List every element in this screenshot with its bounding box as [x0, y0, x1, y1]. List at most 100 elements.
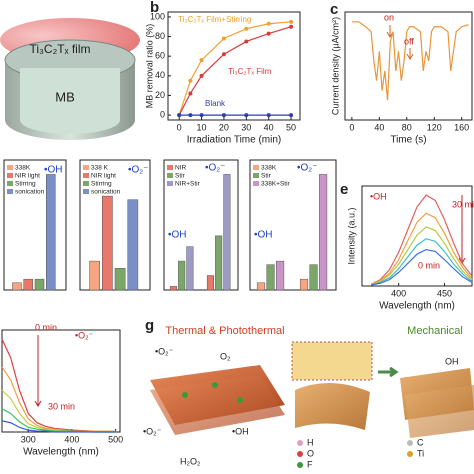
marker	[221, 36, 226, 41]
marker	[188, 113, 193, 118]
legend-swatch	[253, 165, 259, 170]
bar	[299, 278, 309, 291]
marker	[289, 113, 294, 118]
x-tick-label: 0	[349, 122, 354, 132]
x-tick-label: 0	[177, 122, 182, 132]
annotation: 30 min	[452, 199, 474, 209]
series-line	[370, 194, 473, 285]
g-title: Thermal & Photothermal	[165, 325, 284, 337]
series-label: Ti₃C₂Tₓ Film+Stirring	[178, 15, 251, 24]
series-line	[370, 226, 473, 286]
x-tick-label: 80	[402, 122, 412, 132]
legend-label: 338K	[261, 165, 277, 172]
bar	[266, 264, 275, 291]
series-line	[1, 420, 116, 433]
legend-label: Stir	[175, 173, 186, 180]
bar	[319, 174, 328, 291]
panel-letter: g	[145, 317, 154, 334]
x-tick-label: 120	[427, 122, 442, 132]
marker	[221, 113, 226, 118]
series-line	[1, 339, 116, 432]
legend-dot	[297, 451, 303, 457]
y-axis-label: Current density (μA/cm²)	[330, 17, 340, 115]
x-tick-label: 300	[21, 434, 36, 444]
bar	[34, 278, 45, 291]
atom	[237, 397, 243, 403]
bar	[215, 235, 223, 291]
panel-g: Thermal & Photothermal Mechanical •O₂⁻ O…	[143, 325, 474, 469]
bar	[89, 260, 100, 291]
series-name: •OH	[44, 165, 63, 176]
legend-swatch	[83, 189, 89, 194]
arrow	[34, 335, 42, 407]
marker	[199, 58, 204, 63]
x-tick-label: 40	[264, 122, 274, 132]
x-axis-label: Wavelength (nm)	[379, 301, 455, 312]
series-line	[371, 249, 473, 286]
cup-inner	[20, 68, 120, 134]
sheet	[295, 382, 370, 430]
legend-label: sonication	[15, 189, 45, 196]
plot-frame	[249, 159, 337, 291]
series-line	[370, 238, 473, 286]
annotation: •OH	[370, 191, 387, 201]
annotation: 0 min	[35, 322, 57, 332]
plot-frame	[167, 11, 301, 121]
marker	[289, 24, 294, 29]
legend-dot	[407, 451, 413, 457]
film-label: Ti₃C₂Tₓ film	[29, 42, 90, 56]
bar	[114, 268, 126, 291]
legend-swatch	[83, 181, 89, 186]
legend-label: NIR+Stir	[175, 181, 201, 188]
bar	[46, 174, 56, 291]
bar	[206, 275, 214, 291]
legend-label: Ti	[417, 448, 424, 458]
plot-frame	[1, 329, 121, 433]
series-label: Ti₃C₂Tₓ Film	[228, 67, 272, 76]
marker	[199, 113, 204, 118]
marker	[289, 19, 294, 24]
x-tick-label: 20	[219, 122, 229, 132]
x-axis-label: Irradiation Time (min)	[187, 135, 281, 146]
legend-swatch	[7, 165, 13, 170]
series-name: •O₂⁻	[205, 163, 225, 174]
annotation: 0 min	[418, 260, 440, 270]
legend-label: Stirring	[15, 181, 36, 188]
series-name: •OH	[254, 230, 273, 241]
x-tick-label: 30	[241, 122, 251, 132]
sheet	[150, 375, 285, 435]
arrow	[378, 366, 399, 378]
x-tick-label: 500	[108, 434, 123, 444]
species: •O₂⁻	[143, 426, 162, 436]
x-axis-label: Time (s)	[390, 135, 426, 146]
marker	[177, 113, 182, 118]
atom	[212, 382, 218, 388]
legend-swatch	[7, 173, 13, 178]
x-axis-label: Wavelength (nm)	[23, 447, 99, 458]
series-line	[351, 21, 469, 101]
series-line	[370, 212, 473, 285]
marker	[199, 73, 204, 78]
x-tick-label: 400	[391, 288, 406, 298]
legend-label: H	[307, 437, 314, 447]
series-line	[1, 408, 116, 433]
bar	[169, 286, 177, 291]
y-axis-label: Intensity (a.u.)	[346, 207, 356, 264]
plot-frame	[344, 11, 473, 121]
legend-label: Stirring	[91, 181, 112, 188]
y-tick-label: 20	[155, 90, 165, 100]
species: •OH	[232, 426, 249, 436]
legend-dot	[297, 462, 303, 468]
marker	[188, 78, 193, 83]
marker	[266, 21, 271, 26]
panel-letter: c	[330, 1, 338, 18]
bar	[102, 195, 113, 291]
annotation: on	[384, 12, 394, 22]
legend-label: Stir	[261, 173, 272, 180]
marker	[244, 113, 249, 118]
legend-swatch	[83, 165, 89, 170]
legend-label: 338 K	[91, 165, 109, 172]
series-name: •O₂⁻	[128, 165, 148, 176]
annotation: 30 min	[48, 401, 75, 411]
